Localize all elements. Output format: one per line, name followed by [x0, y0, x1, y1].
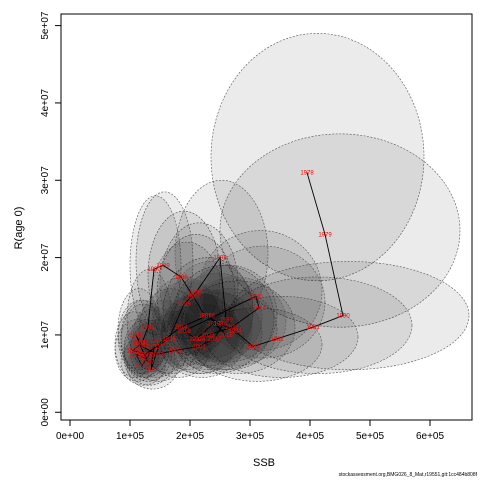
ellipse-1979 [219, 133, 461, 328]
y-tick-label: 3e+07 [40, 166, 51, 195]
ellipse-2009 [114, 319, 161, 382]
year-label-1993: 1993 [126, 348, 140, 354]
year-label-2002: 2002 [168, 348, 182, 354]
x-tick-label: 1e+05 [116, 431, 145, 442]
confidence-ellipses [114, 33, 470, 390]
y-axis: 0e+00 1e+07 2e+07 3e+07 4e+07 5e+07 [40, 11, 62, 427]
year-label-1982: 1982 [270, 337, 284, 343]
year-label-2019: 2019 [177, 329, 191, 335]
year-label-2012: 2012 [144, 368, 158, 374]
year-label-1994: 1994 [138, 352, 152, 358]
year-label-2009: 2009 [129, 352, 143, 358]
ellipse-2000 [171, 292, 263, 374]
year-label-1996: 1996 [177, 302, 191, 308]
year-label-1985: 1985 [213, 321, 227, 327]
ellipse-2002 [144, 311, 212, 378]
y-tick-label: 2e+07 [40, 243, 51, 272]
year-label-2017: 2017 [207, 321, 221, 327]
year-label-1997: 1997 [189, 290, 203, 296]
ellipse-2016 [180, 288, 278, 371]
year-label-1998: 1998 [213, 256, 227, 262]
ellipse-2006 [117, 299, 164, 374]
year-label-2016: 2016 [219, 333, 233, 339]
year-label-2018: 2018 [189, 337, 203, 343]
year-label-2024: 2024 [192, 337, 206, 343]
x-tick-label: 3e+05 [236, 431, 265, 442]
year-label-2020: 2020 [249, 294, 263, 300]
ellipse-1978 [210, 33, 425, 282]
ellipse-1982 [204, 295, 359, 378]
y-tick-label: 5e+07 [40, 11, 51, 40]
year-label-1999: 1999 [219, 317, 233, 323]
ellipse-2020 [198, 230, 323, 351]
ellipse-2011 [129, 307, 185, 378]
trajectory-line [132, 172, 344, 370]
year-label-2006: 2006 [132, 341, 146, 347]
ellipse-1989 [135, 191, 194, 332]
ellipse-1996 [150, 241, 224, 355]
ellipse-1999 [180, 265, 278, 363]
year-label-2023: 2023 [201, 333, 215, 339]
year-label-1979: 1979 [318, 232, 332, 238]
year-label-2021: 2021 [252, 306, 266, 312]
year-label-1991: 1991 [141, 325, 155, 331]
year-label-1986: 1986 [198, 314, 212, 320]
year-label-1989: 1989 [156, 263, 170, 269]
x-tick-label: 6e+05 [416, 431, 445, 442]
x-tick-label: 4e+05 [296, 431, 325, 442]
year-label-1978: 1978 [300, 171, 314, 177]
x-tick-label: 2e+05 [176, 431, 205, 442]
year-label-1995: 1995 [162, 337, 176, 343]
ellipse-1995 [138, 288, 203, 374]
y-tick-label: 4e+07 [40, 88, 51, 117]
year-label-1980: 1980 [336, 314, 350, 320]
year-label-2014: 2014 [174, 325, 188, 331]
x-tick-label: 0e+00 [56, 431, 85, 442]
year-label-1990: 1990 [147, 267, 161, 273]
x-axis: 0e+00 1e+05 2e+05 3e+05 4e+05 5e+05 6e+05 [56, 419, 445, 442]
y-tick-label: 1e+07 [40, 320, 51, 349]
y-tick-label: 0e+00 [40, 398, 51, 427]
year-label-1992: 1992 [135, 341, 149, 347]
year-label-2022: 2022 [225, 325, 239, 331]
year-label-2007: 2007 [141, 360, 155, 366]
year-label-1981: 1981 [306, 325, 320, 331]
year-label-1988: 1988 [174, 275, 188, 281]
year-label-1984: 1984 [228, 329, 242, 335]
year-label-2001: 2001 [192, 345, 206, 351]
year-label-2000: 2000 [207, 337, 221, 343]
year-label-2005: 2005 [129, 333, 143, 339]
year-label-1987: 1987 [186, 294, 200, 300]
ellipse-2017 [171, 272, 263, 363]
year-label-2013: 2013 [153, 341, 167, 347]
x-tick-label: 5e+05 [356, 431, 385, 442]
footer-credit: stockassessment.org,BMG026_8_Mat,r19551,… [338, 472, 477, 478]
year-label-2008: 2008 [138, 356, 152, 362]
x-axis-title: SSB [253, 457, 275, 469]
year-label-2003: 2003 [150, 352, 164, 358]
year-label-2010: 2010 [135, 364, 149, 370]
year-label-2015: 2015 [201, 314, 215, 320]
year-label-1983: 1983 [246, 345, 260, 351]
year-label-2011: 2011 [148, 345, 162, 351]
ellipse-1980 [228, 261, 470, 371]
y-axis-title: R(age 0) [13, 207, 25, 250]
ellipse-2023 [165, 288, 254, 371]
stock-recruitment-path [132, 172, 344, 370]
year-label-2004: 2004 [135, 345, 149, 351]
